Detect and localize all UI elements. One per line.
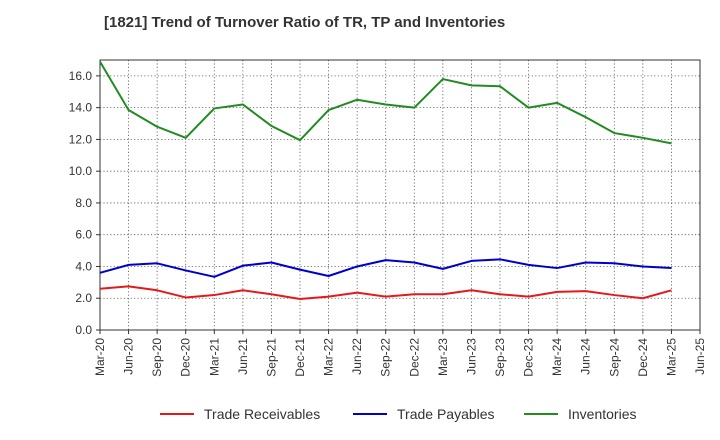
x-tick-label: Dec-20	[179, 338, 193, 377]
series-line-inventories	[99, 61, 672, 145]
plot-frame	[99, 59, 701, 331]
legend-item-trade-receivables: Trade Receivables	[160, 406, 320, 422]
x-tick-label: Mar-24	[550, 338, 564, 376]
x-tick-label: Jun-22	[350, 338, 364, 375]
series-layer	[99, 61, 672, 301]
x-tick-label: Mar-21	[207, 338, 221, 376]
y-tick-label: 4.0	[75, 259, 92, 273]
x-tick-label: Mar-20	[93, 338, 107, 376]
x-tick-label: Jun-25	[693, 338, 707, 375]
y-tick-label: 12.0	[69, 132, 93, 146]
legend-item-trade-payables: Trade Payables	[353, 406, 495, 422]
x-tick-label: Sep-20	[150, 338, 164, 377]
series-line-trade-receivables	[99, 285, 672, 301]
x-tick-label: Mar-23	[436, 338, 450, 376]
axis-layer: 0.0 2.0 4.0 6.0 8.0 10.0 12.0 14.0 16.0 Mar-20 Jun…	[69, 59, 707, 377]
x-tick-label: Dec-24	[636, 338, 650, 377]
y-tick-label: 6.0	[75, 228, 92, 242]
grid-layer	[99, 60, 701, 331]
series-line-trade-payables	[99, 258, 672, 278]
y-tick-label: 0.0	[75, 323, 92, 337]
x-tick-label: Sep-22	[379, 338, 393, 377]
y-tick-label: 10.0	[69, 164, 93, 178]
x-tick-label: Jun-20	[122, 338, 136, 375]
y-tick-label: 14.0	[69, 101, 93, 115]
x-tick-label: Jun-23	[464, 338, 478, 375]
legend-label: Trade Receivables	[204, 406, 320, 422]
y-tick-label: 16.0	[69, 69, 93, 83]
x-tick-label: Dec-21	[293, 338, 307, 377]
legend-label: Inventories	[568, 406, 636, 422]
x-tick-label: Mar-22	[322, 338, 336, 376]
legend-item-inventories: Inventories	[524, 406, 636, 422]
x-tick-label: Sep-23	[493, 338, 507, 377]
x-tick-label: Jun-24	[579, 338, 593, 375]
x-tick-label: Sep-24	[607, 338, 621, 377]
y-tick-label: 8.0	[75, 196, 92, 210]
y-tick-label: 2.0	[75, 291, 92, 305]
legend: Trade Receivables Trade Payables Inventori…	[160, 406, 636, 422]
x-tick-label: Mar-25	[664, 338, 678, 376]
x-tick-label: Dec-22	[407, 338, 421, 377]
legend-label: Trade Payables	[397, 406, 495, 422]
x-tick-label: Sep-21	[264, 338, 278, 377]
x-tick-label: Dec-23	[522, 338, 536, 377]
x-tick-label: Jun-21	[236, 338, 250, 375]
chart-title: [1821] Trend of Turnover Ratio of TR, TP…	[104, 14, 506, 31]
